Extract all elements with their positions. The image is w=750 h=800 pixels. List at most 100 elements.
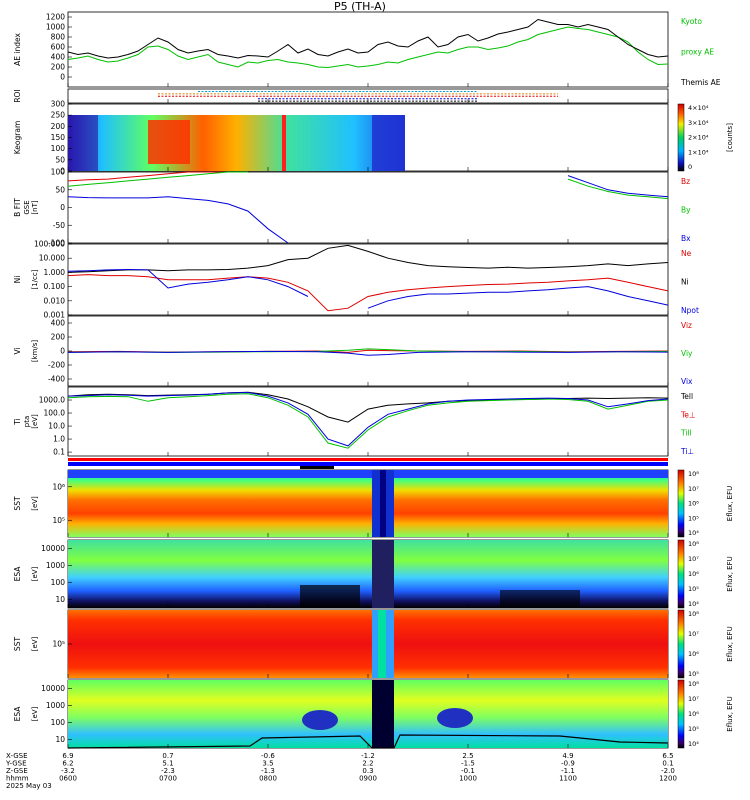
colorbar-tick: 10⁵ — [688, 670, 699, 678]
ytick-label: 400 — [51, 53, 66, 62]
ytick-label: 10000 — [41, 544, 65, 553]
ytick-label: -50 — [53, 221, 65, 230]
unit-sst_eflux_1: [eV] — [31, 496, 39, 511]
esa-spectrogram-2 — [67, 680, 669, 749]
x-tick-value: 3.5 — [262, 760, 273, 768]
ylabel-roi: ROI — [13, 89, 22, 102]
colorbar-tick: 10⁸ — [688, 540, 699, 548]
panel-frame-ti — [67, 386, 669, 457]
ylabel-vi: Vi — [13, 347, 22, 354]
ytick-label: 200 — [51, 122, 66, 131]
ylabel-ae: AE index — [13, 33, 22, 66]
legend-by: By — [681, 206, 691, 215]
ytick-label: 100 — [51, 168, 66, 177]
series-line-bx — [67, 175, 669, 244]
series-line-themis-ae — [67, 18, 669, 59]
ytick-label: 400 — [51, 319, 66, 328]
series-line-ni — [67, 244, 669, 273]
legend-kyoto: Kyoto — [681, 17, 702, 26]
colorbar-tick: 10⁷ — [688, 485, 699, 493]
legend-ti⊥: Ti⊥ — [680, 447, 694, 456]
x-row-label: Y-GSE — [5, 760, 27, 768]
ytick-label: 250 — [51, 111, 66, 120]
series-line-till — [67, 393, 669, 449]
colorbar-title: Eflux, EFU — [726, 486, 734, 521]
ytick-label: 150 — [51, 133, 66, 142]
colorbar-tick: 1×10⁴ — [688, 148, 709, 156]
legend-viz: Viz — [681, 321, 692, 330]
ylabel-sst_eflux_2: SST — [13, 637, 22, 652]
x-tick-value: 1100 — [559, 775, 577, 783]
ytick-label: 600 — [51, 43, 66, 52]
ytick-label: 1000 — [46, 23, 65, 32]
ytick-label: 1.0 — [53, 435, 65, 444]
ytick-label: 800 — [51, 33, 66, 42]
unit-vi: [km/s] — [31, 340, 39, 363]
ylabel2-ti: pta — [23, 416, 31, 427]
x-tick-value: 6.9 — [62, 752, 73, 760]
x-tick-value: 0800 — [259, 775, 277, 783]
colorbar-tick: 3×10⁴ — [688, 119, 709, 127]
series-line-kyoto-proxy-ae — [67, 26, 669, 69]
ytick-label: 0.1 — [53, 448, 65, 457]
x-tick-value: 2.5 — [462, 752, 473, 760]
unit-sst_eflux_2: [eV] — [31, 636, 39, 651]
ytick-label: 10.0 — [48, 422, 65, 431]
x-tick-value: -3.2 — [61, 767, 75, 775]
ytick-label: 10 — [55, 595, 65, 604]
series-line-ti⊥ — [67, 391, 669, 447]
ytick-label: 10 — [55, 735, 65, 744]
legend-bz: Bz — [681, 177, 690, 186]
x-tick-value: -0.6 — [261, 752, 275, 760]
ytick-label: 10⁶ — [52, 482, 65, 491]
colorbar-tick: 10⁷ — [688, 630, 699, 638]
ytick-label: 100 — [51, 144, 66, 153]
colorbar-title: Eflux, EFU — [726, 556, 734, 591]
x-tick-value: 1000 — [459, 775, 477, 783]
ytick-label: 0 — [60, 73, 65, 82]
x-row-label: 2025 May 03 — [6, 782, 52, 790]
sst-spectrogram-1 — [68, 470, 668, 537]
ytick-label: 10⁵ — [52, 516, 65, 525]
x-tick-value: -1.3 — [261, 767, 275, 775]
panel-frame-vi — [67, 315, 669, 387]
panel-frame-ae — [67, 11, 669, 88]
colorbar-tick: 10⁵ — [688, 514, 699, 522]
colorbar-tick: 10⁷ — [688, 695, 699, 703]
ytick-label: 10000 — [41, 684, 65, 693]
esa-spectrogram-1 — [68, 540, 668, 608]
ytick-label: 0.001 — [44, 311, 66, 320]
x-tick-value: 5.1 — [162, 760, 173, 768]
ylabel-sst_eflux_1: SST — [13, 496, 22, 511]
x-tick-value: 2.2 — [362, 760, 373, 768]
ylabel-bfield: B FIT — [13, 198, 22, 217]
x-tick-value: 0700 — [159, 775, 177, 783]
ytick-label: 10.000 — [39, 254, 65, 263]
x-tick-value: -2.3 — [161, 767, 175, 775]
colorbar-tick: 10⁶ — [688, 570, 699, 578]
plot-layer — [67, 18, 669, 449]
legend-npot: Npot — [681, 306, 699, 315]
legend-bx: Bx — [681, 234, 691, 243]
ytick-label: 200 — [51, 333, 66, 342]
x-tick-value: -1.2 — [361, 752, 375, 760]
colorbar-title: [counts] — [726, 123, 734, 152]
ytick-label: -400 — [48, 375, 65, 384]
colorbar-tick: 10⁶ — [688, 650, 699, 658]
legend-vix: Vix — [681, 377, 693, 386]
ytick-label: 1200 — [46, 13, 65, 22]
chart-title: P5 (TH-A) — [334, 0, 386, 13]
mode-flag-bar — [68, 458, 668, 469]
colorbar-tick: 2×10⁴ — [688, 134, 709, 142]
x-tick-value: -1.1 — [561, 767, 575, 775]
x-tick-value: 6.2 — [62, 760, 73, 768]
ytick-label: 100.000 — [34, 240, 65, 249]
series-line-npot — [67, 268, 669, 309]
legend-proxy-ae: proxy AE — [681, 48, 714, 57]
colorbar-tick: 10⁵ — [688, 725, 699, 733]
x-tick-value: 0.7 — [162, 752, 173, 760]
x-tick-value: 0900 — [359, 775, 377, 783]
sst-spectrogram-2 — [68, 610, 668, 678]
ytick-label: 1000 — [46, 561, 65, 570]
